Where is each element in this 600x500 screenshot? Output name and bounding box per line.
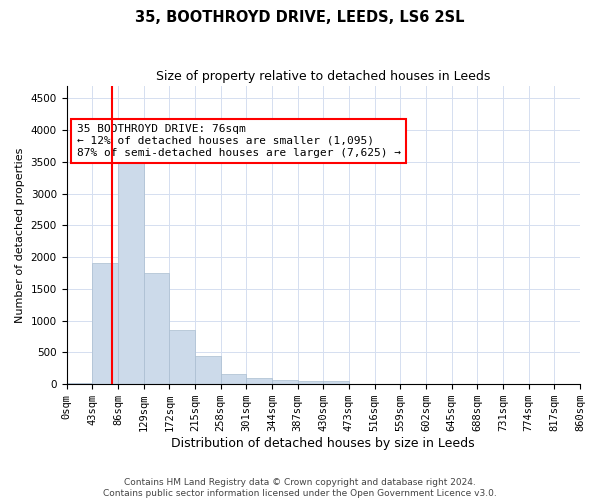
Bar — [195, 356, 221, 384]
Y-axis label: Number of detached properties: Number of detached properties — [15, 147, 25, 322]
X-axis label: Distribution of detached houses by size in Leeds: Distribution of detached houses by size … — [172, 437, 475, 450]
Text: Contains HM Land Registry data © Crown copyright and database right 2024.
Contai: Contains HM Land Registry data © Crown c… — [103, 478, 497, 498]
Bar — [298, 380, 323, 384]
Bar — [67, 383, 92, 384]
Bar — [272, 380, 298, 384]
Bar — [221, 374, 246, 384]
Bar — [118, 162, 143, 384]
Text: 35, BOOTHROYD DRIVE, LEEDS, LS6 2SL: 35, BOOTHROYD DRIVE, LEEDS, LS6 2SL — [135, 10, 465, 25]
Bar — [246, 378, 272, 384]
Title: Size of property relative to detached houses in Leeds: Size of property relative to detached ho… — [156, 70, 490, 83]
Bar — [92, 264, 118, 384]
Bar — [323, 382, 349, 384]
Bar — [169, 330, 195, 384]
Bar — [143, 273, 169, 384]
Text: 35 BOOTHROYD DRIVE: 76sqm
← 12% of detached houses are smaller (1,095)
87% of se: 35 BOOTHROYD DRIVE: 76sqm ← 12% of detac… — [77, 124, 401, 158]
